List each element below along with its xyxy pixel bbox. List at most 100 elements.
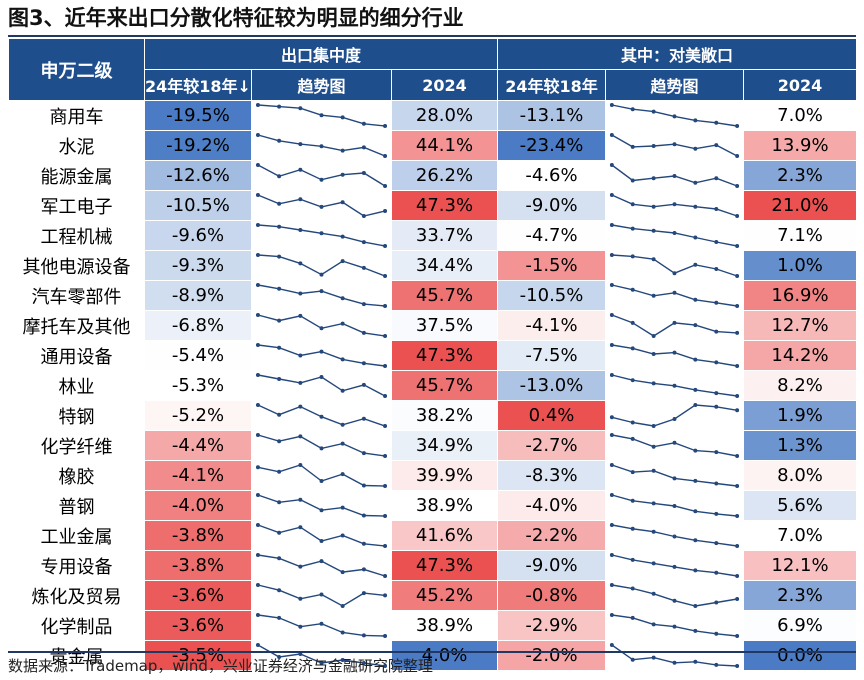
- table-row: 水泥 -19.2% 44.1% -23.4% 13.9%: [8, 130, 858, 161]
- us-change-cell: -4.1%: [497, 310, 607, 341]
- trend-point: [714, 360, 719, 365]
- industry-name: 通用设备: [8, 340, 145, 371]
- conc-trend-sparkline-svg: [255, 403, 388, 428]
- trend-line: [257, 434, 386, 457]
- conc-2024-cell: 28.0%: [390, 100, 499, 131]
- table-row: 工业金属 -3.8% 41.6% -2.2% 7.0%: [8, 520, 858, 551]
- us-trend-sparkline: [605, 520, 745, 551]
- us-2024-cell: 0.0%: [743, 640, 858, 671]
- header-row-2: 24年较18年↓ 趋势图 2024 24年较18年 趋势图 2024: [9, 69, 858, 101]
- conc-trend-sparkline-svg: [255, 253, 388, 278]
- conc-2024-cell: 44.1%: [390, 130, 499, 161]
- us-trend-sparkline: [605, 370, 745, 401]
- trend-point: [693, 262, 698, 267]
- trend-point: [609, 283, 614, 287]
- trend-point: [609, 313, 614, 317]
- trend-point: [630, 436, 635, 441]
- conc-change-cell: -3.8%: [144, 520, 252, 551]
- header-conc-trend: 趋势图: [251, 69, 392, 101]
- us-change-cell: -23.4%: [497, 130, 607, 161]
- trend-point: [277, 556, 282, 561]
- trend-point: [277, 318, 282, 323]
- conc-trend-sparkline: [251, 250, 392, 281]
- trend-point: [383, 574, 388, 578]
- trend-point: [735, 454, 740, 458]
- header-us-2024: 2024: [743, 69, 858, 101]
- trend-line: [257, 314, 386, 337]
- conc-2024-cell: 47.3%: [390, 340, 499, 371]
- figure-title: 图3、近年来出口分散化特征较为明显的细分行业: [8, 6, 464, 30]
- table-row: 化学制品 -3.6% 38.9% -2.9% 6.9%: [8, 610, 858, 641]
- conc-change-cell: -3.8%: [144, 550, 252, 581]
- trend-point: [277, 104, 282, 109]
- trend-point: [319, 539, 324, 543]
- table-row: 橡胶 -4.1% 39.9% -8.3% 8.0%: [8, 460, 858, 491]
- trend-line: [611, 464, 738, 487]
- us-2024-cell: 2.3%: [743, 160, 858, 191]
- trend-point: [672, 271, 677, 276]
- us-trend-sparkline-svg: [609, 373, 740, 398]
- conc-trend-sparkline: [251, 160, 392, 191]
- trend-point: [735, 184, 740, 188]
- us-2024-cell: 8.0%: [743, 460, 858, 491]
- trend-line: [611, 224, 738, 247]
- top-rule: [8, 35, 856, 37]
- us-trend-sparkline-svg: [609, 283, 740, 308]
- trend-point: [340, 441, 345, 446]
- trend-point: [630, 526, 635, 531]
- trend-point: [651, 293, 656, 298]
- trend-point: [651, 501, 656, 506]
- trend-point: [693, 448, 698, 453]
- trend-point: [277, 201, 282, 206]
- conc-change-cell: -4.1%: [144, 460, 252, 491]
- trend-point: [298, 228, 303, 232]
- trend-point: [340, 200, 345, 205]
- trend-line: [257, 344, 386, 367]
- trend-point: [319, 414, 324, 419]
- trend-point: [714, 631, 719, 636]
- table-row: 炼化及贸易 -3.6% 45.2% -0.8% 2.3%: [8, 580, 858, 611]
- conc-change-cell: -5.4%: [144, 340, 252, 371]
- trend-point: [630, 226, 635, 231]
- us-change-cell: -4.7%: [497, 220, 607, 251]
- industry-name: 工业金属: [8, 520, 145, 551]
- us-trend-sparkline-svg: [609, 103, 740, 128]
- table-row: 普钢 -4.0% 38.9% -4.0% 5.6%: [8, 490, 858, 521]
- us-2024-cell: 8.2%: [743, 370, 858, 401]
- trend-point: [319, 113, 324, 118]
- trend-point: [340, 570, 345, 575]
- trend-point: [693, 387, 698, 392]
- us-trend-sparkline-svg: [609, 313, 740, 338]
- conc-trend-sparkline-svg: [255, 613, 388, 638]
- trend-point: [672, 504, 677, 508]
- trend-point: [651, 468, 656, 473]
- trend-line: [257, 224, 386, 247]
- trend-point: [735, 394, 740, 398]
- us-trend-sparkline-svg: [609, 403, 740, 428]
- conc-2024-cell: 45.7%: [390, 370, 499, 401]
- table-row: 汽车零部件 -8.9% 45.7% -10.5% 16.9%: [8, 280, 858, 311]
- us-2024-cell: 7.0%: [743, 100, 858, 131]
- us-trend-sparkline-svg: [609, 163, 740, 188]
- header-us-change: 24年较18年: [497, 69, 607, 101]
- trend-point: [672, 660, 677, 665]
- trend-point: [714, 481, 719, 486]
- conc-2024-cell: 38.2%: [390, 400, 499, 431]
- trend-point: [735, 484, 740, 488]
- trend-point: [672, 350, 677, 355]
- trend-point: [630, 287, 635, 292]
- trend-point: [630, 178, 635, 183]
- trend-point: [277, 224, 282, 229]
- us-trend-sparkline-svg: [609, 613, 740, 638]
- trend-point: [319, 144, 324, 149]
- trend-point: [714, 511, 719, 516]
- conc-trend-sparkline-svg: [255, 643, 388, 668]
- trend-point: [340, 388, 345, 393]
- trend-line: [611, 284, 738, 307]
- conc-change-cell: -5.2%: [144, 400, 252, 431]
- trend-point: [651, 444, 656, 449]
- trend-point: [714, 120, 719, 125]
- trend-point: [298, 380, 303, 385]
- trend-point: [693, 403, 698, 407]
- trend-point: [255, 223, 260, 227]
